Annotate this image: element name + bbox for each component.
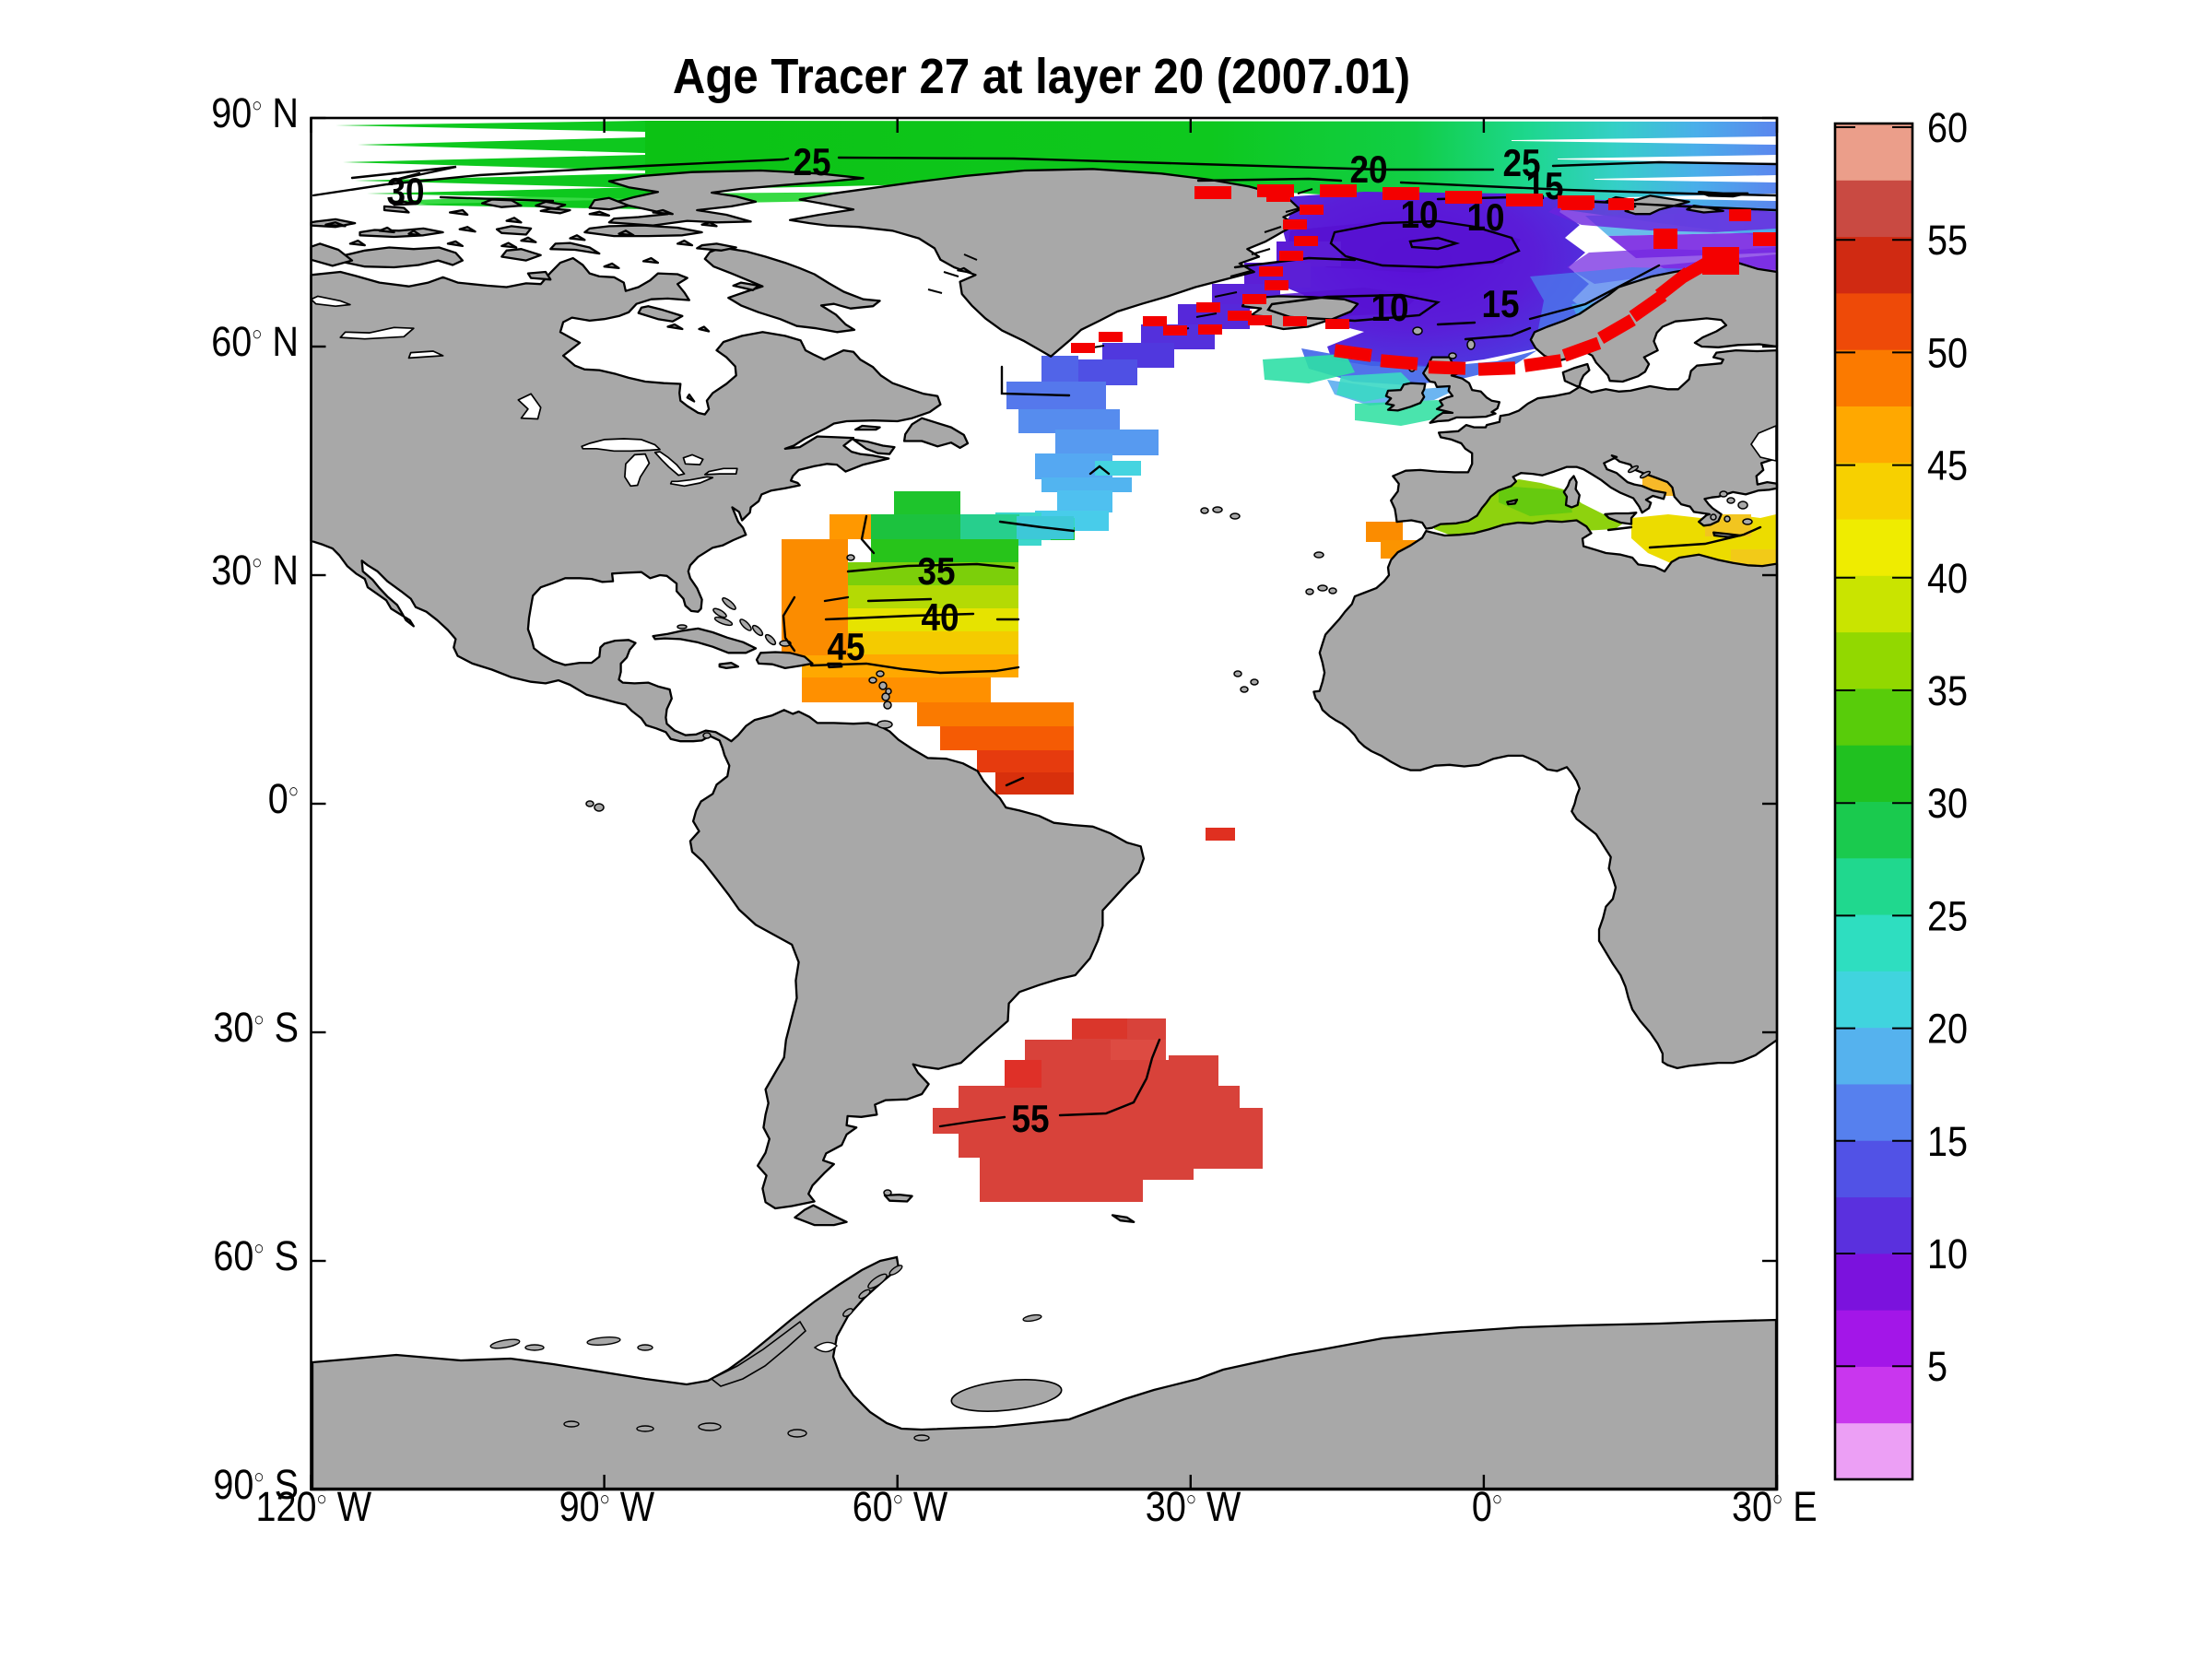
svg-text:40: 40: [1927, 555, 1968, 601]
svg-text:15: 15: [1927, 1118, 1968, 1164]
svg-text:45: 45: [1927, 442, 1968, 489]
svg-text:25: 25: [1927, 893, 1968, 939]
svg-text:10: 10: [1400, 194, 1438, 237]
svg-text:5: 5: [1927, 1344, 1947, 1390]
svg-text:60: 60: [1927, 105, 1968, 151]
svg-text:30○ N: 30○ N: [211, 547, 299, 594]
svg-text:35: 35: [1927, 668, 1968, 714]
svg-text:20: 20: [1349, 148, 1387, 192]
svg-text:50: 50: [1927, 330, 1968, 376]
svg-text:35: 35: [917, 550, 955, 594]
svg-text:55: 55: [1011, 1098, 1049, 1141]
svg-text:10: 10: [1371, 287, 1408, 330]
svg-text:15: 15: [1481, 283, 1519, 326]
svg-text:40: 40: [921, 596, 959, 640]
svg-text:25: 25: [1502, 142, 1540, 185]
svg-text:30: 30: [386, 171, 424, 214]
svg-text:120○ W: 120○ W: [256, 1484, 372, 1530]
svg-text:55: 55: [1927, 218, 1968, 264]
svg-text:Age Tracer 27 at layer 20 (200: Age Tracer 27 at layer 20 (2007.01): [673, 48, 1410, 104]
svg-text:45: 45: [827, 626, 865, 669]
svg-text:30: 30: [1927, 781, 1968, 827]
svg-text:25: 25: [793, 141, 830, 184]
svg-text:10: 10: [1927, 1231, 1968, 1277]
svg-text:20: 20: [1927, 1006, 1968, 1052]
